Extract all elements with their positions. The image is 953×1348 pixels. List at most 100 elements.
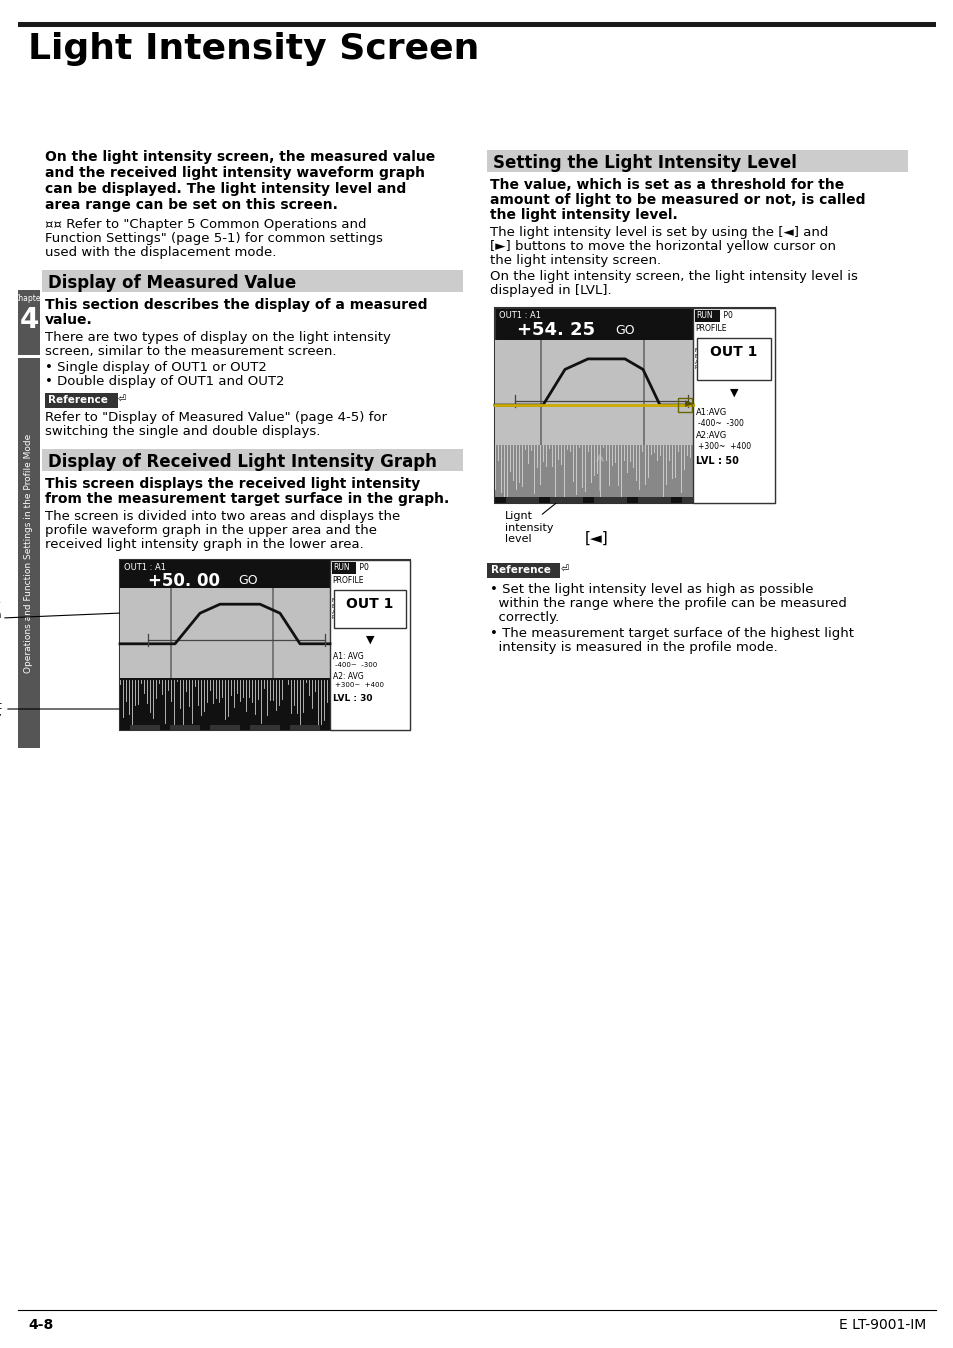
Text: This section describes the display of a measured: This section describes the display of a …	[45, 298, 427, 311]
Text: used with the displacement mode.: used with the displacement mode.	[45, 245, 276, 259]
Text: Operations and Function Settings in the Profile Mode: Operations and Function Settings in the …	[25, 433, 33, 673]
Bar	[697, 338, 770, 380]
Text: A2:AVG: A2:AVG	[696, 431, 726, 439]
Text: ►: ►	[684, 398, 694, 411]
Bar	[495, 340, 692, 445]
Text: Display of Received Light Intensity Graph: Display of Received Light Intensity Grap…	[48, 453, 436, 470]
Text: OUT1 : A1: OUT1 : A1	[124, 563, 166, 572]
Text: This screen displays the received light intensity: This screen displays the received light …	[45, 477, 420, 491]
Bar	[120, 725, 330, 731]
Bar	[486, 150, 907, 173]
Bar	[678, 398, 691, 412]
Text: Reference: Reference	[48, 395, 108, 404]
Text: can be displayed. The light intensity level and: can be displayed. The light intensity le…	[45, 182, 406, 195]
Text: 4-8: 4-8	[28, 1318, 53, 1332]
Bar	[642, 340, 644, 445]
Bar	[200, 725, 210, 731]
Text: correctly.: correctly.	[490, 611, 558, 624]
Text: profile waveform graph in the upper area and the: profile waveform graph in the upper area…	[45, 524, 376, 537]
Text: intensity is measured in the profile mode.: intensity is measured in the profile mod…	[490, 642, 777, 654]
Text: OUT 1: OUT 1	[710, 345, 757, 359]
Bar	[45, 394, 118, 408]
Bar	[18, 359, 40, 748]
Text: displayed in [LVL].: displayed in [LVL].	[490, 284, 611, 297]
Text: screen, similar to the measurement screen.: screen, similar to the measurement scree…	[45, 345, 336, 359]
Text: Setting the Light Intensity Level: Setting the Light Intensity Level	[493, 154, 796, 173]
Text: GO: GO	[615, 324, 634, 337]
Text: Profile
waveform: Profile waveform	[0, 599, 2, 620]
Bar	[486, 563, 559, 578]
Text: E LT-9001-IM: E LT-9001-IM	[838, 1318, 925, 1332]
Text: received light intensity graph in the lower area.: received light intensity graph in the lo…	[45, 538, 363, 551]
Bar	[334, 590, 406, 628]
Text: Function Settings" (page 5-1) for common settings: Function Settings" (page 5-1) for common…	[45, 232, 382, 245]
Text: [◄]: [◄]	[584, 531, 608, 546]
Bar	[160, 725, 170, 731]
Text: A2: AVG: A2: AVG	[333, 673, 363, 681]
Bar	[332, 562, 355, 574]
Text: Display of Measured Value: Display of Measured Value	[48, 274, 296, 293]
Text: GO: GO	[237, 574, 257, 586]
Text: -400~  -300: -400~ -300	[698, 419, 743, 429]
Text: • Double display of OUT1 and OUT2: • Double display of OUT1 and OUT2	[45, 375, 284, 388]
Bar	[539, 340, 541, 445]
Text: LVL : 30: LVL : 30	[333, 694, 372, 704]
Text: There are two types of display on the light intensity: There are two types of display on the li…	[45, 332, 391, 344]
Text: Light Intensity Screen: Light Intensity Screen	[28, 32, 478, 66]
Bar	[330, 559, 410, 731]
Bar	[495, 445, 692, 503]
Text: On the light intensity screen, the measured value: On the light intensity screen, the measu…	[45, 150, 435, 164]
Text: -400~  -300: -400~ -300	[335, 662, 376, 669]
Bar	[272, 588, 274, 678]
Bar	[495, 307, 774, 503]
Bar	[18, 290, 40, 355]
Bar	[626, 497, 638, 503]
Text: from the measurement target surface in the graph.: from the measurement target surface in t…	[45, 492, 449, 506]
Text: amount of light to be measured or not, is called: amount of light to be measured or not, i…	[490, 193, 864, 208]
Text: OUT 1: OUT 1	[346, 597, 394, 611]
Text: On the light intensity screen, the light intensity level is: On the light intensity screen, the light…	[490, 270, 857, 283]
Text: RUN: RUN	[696, 311, 712, 319]
Bar	[120, 559, 330, 588]
Text: • The measurement target surface of the highest light: • The measurement target surface of the …	[490, 627, 853, 640]
Text: switching the single and double displays.: switching the single and double displays…	[45, 425, 320, 438]
Text: ▼: ▼	[729, 388, 738, 398]
Bar	[120, 678, 330, 731]
Text: the light intensity screen.: the light intensity screen.	[490, 253, 660, 267]
Text: ▼: ▼	[365, 635, 374, 644]
Text: • Set the light intensity level as high as possible: • Set the light intensity level as high …	[490, 582, 813, 596]
Text: P0: P0	[720, 311, 732, 319]
Text: +50. 00: +50. 00	[148, 572, 220, 590]
Text: OUT1 : A1: OUT1 : A1	[498, 311, 540, 319]
Text: 4: 4	[19, 306, 39, 334]
Text: [►] buttons to move the horizontal yellow cursor on: [►] buttons to move the horizontal yello…	[490, 240, 835, 253]
Bar	[42, 449, 462, 470]
Text: +300~  +400: +300~ +400	[335, 682, 384, 687]
Text: ¤¤ Refer to "Chapter 5 Common Operations and: ¤¤ Refer to "Chapter 5 Common Operations…	[45, 218, 366, 231]
Bar	[280, 725, 290, 731]
Text: The screen is divided into two areas and displays the: The screen is divided into two areas and…	[45, 510, 400, 523]
Text: A1: AVG: A1: AVG	[333, 652, 363, 661]
Bar	[670, 497, 681, 503]
Text: value.: value.	[45, 313, 92, 328]
Text: The value, which is set as a threshold for the: The value, which is set as a threshold f…	[490, 178, 843, 191]
Bar	[495, 497, 692, 503]
Text: The light intensity level is set by using the [◄] and: The light intensity level is set by usin…	[490, 226, 827, 239]
Text: N
E
A
R: N E A R	[695, 348, 699, 371]
Bar	[692, 307, 774, 503]
Bar	[120, 588, 330, 678]
Text: PROFILE: PROFILE	[332, 576, 363, 585]
Bar	[18, 22, 935, 27]
Bar	[120, 559, 410, 731]
Text: Received
light
intensity: Received light intensity	[0, 689, 2, 723]
Text: +54. 25: +54. 25	[517, 321, 595, 338]
Text: Chapter: Chapter	[13, 294, 45, 303]
Bar	[319, 725, 330, 731]
Text: +300~  +400: +300~ +400	[698, 442, 750, 452]
Text: N
E
A
R: N E A R	[332, 599, 335, 620]
Text: ⏎: ⏎	[560, 565, 569, 576]
Text: LVL : 50: LVL : 50	[696, 456, 739, 466]
Text: the light intensity level.: the light intensity level.	[490, 208, 677, 222]
Text: RUN: RUN	[333, 563, 349, 572]
Text: P0: P0	[356, 563, 369, 572]
